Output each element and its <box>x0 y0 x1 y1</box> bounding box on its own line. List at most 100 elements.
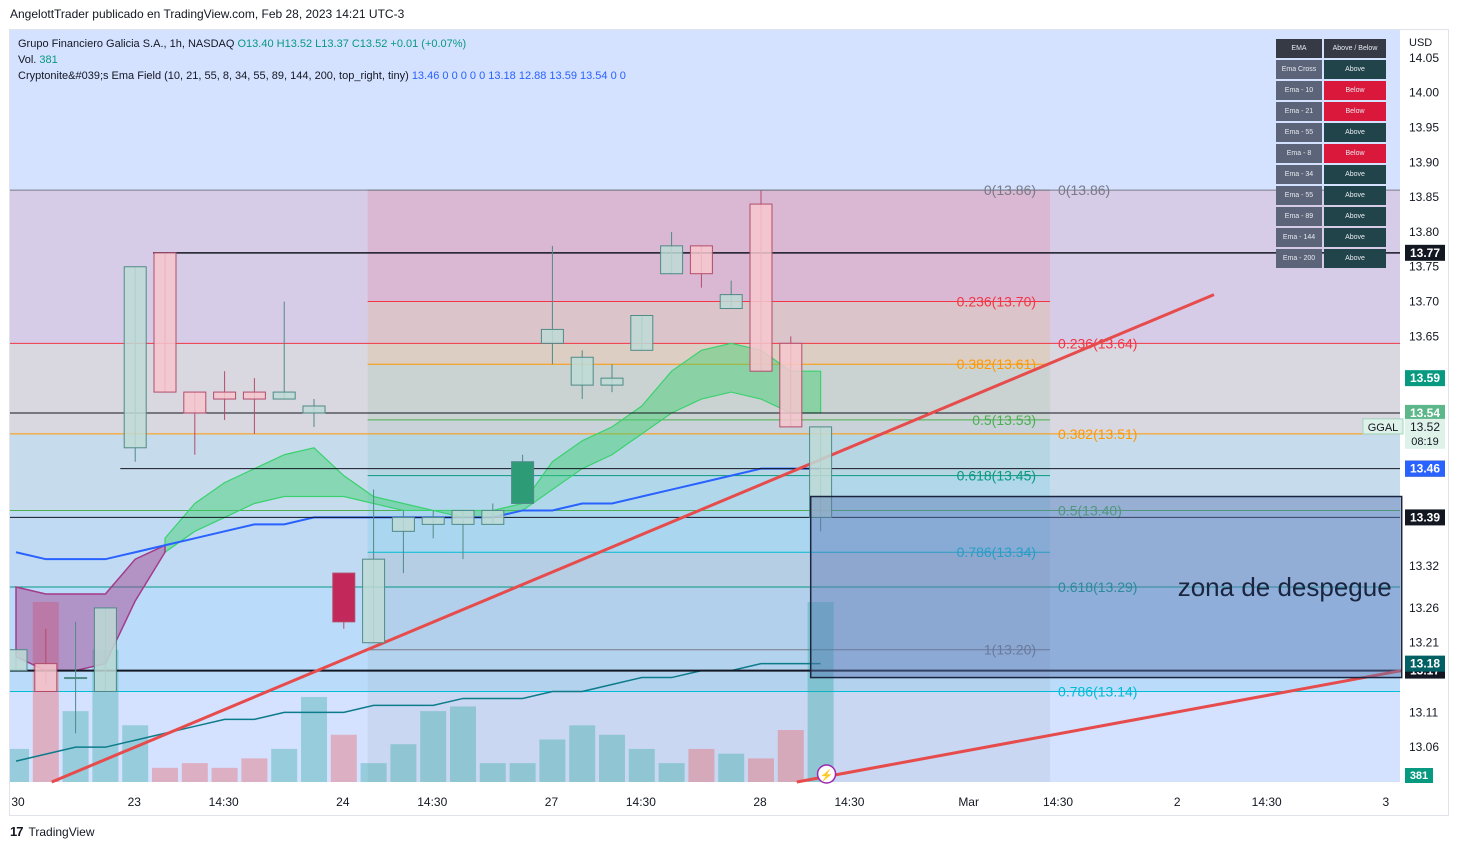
ema-table-row: Ema - 8 Below <box>1276 144 1386 163</box>
last-price-label: 13.52 <box>1410 420 1440 434</box>
y-tick-label: 13.90 <box>1409 155 1439 169</box>
volume-bar <box>777 730 804 782</box>
x-tick-label: Mar <box>958 795 979 809</box>
ema-row-name: Ema - 55 <box>1276 186 1322 205</box>
ema-table-row: Ema - 55 Above <box>1276 123 1386 142</box>
price-badge <box>1405 655 1445 672</box>
volume-bar <box>152 767 178 782</box>
chart-panel[interactable]: 0(13.86)0.236(13.64)0.382(13.51)0.5(13.4… <box>9 29 1449 816</box>
volume-bar <box>539 739 566 782</box>
ema-table-row: Ema - 10 Below <box>1276 81 1386 100</box>
volume-badge-label: 381 <box>1410 770 1428 782</box>
price-badge-label: 13.46 <box>1410 462 1440 476</box>
fib2-level-label: 0.618(13.29) <box>1058 579 1137 595</box>
ema-row-name: Ema - 89 <box>1276 207 1322 226</box>
x-tick-label: 14:30 <box>1252 795 1282 809</box>
legend-indicator-values: 13.46 0 0 0 0 0 13.18 12.88 13.59 13.54 … <box>411 70 626 82</box>
y-tick-label: 13.95 <box>1409 120 1439 134</box>
candle-body <box>600 377 624 386</box>
x-tick-label: 24 <box>336 795 350 809</box>
ticker-tag-label: GGAL <box>1368 422 1399 434</box>
ema-row-status: Below <box>1324 81 1386 100</box>
ema-row-name: Ema Cross <box>1276 60 1322 79</box>
legend-indicator: Cryptonite&#039;s Ema Field (10, 21, 55,… <box>18 70 409 82</box>
legend-symbol: Grupo Financiero Galicia S.A., 1h, NASDA… <box>18 38 235 50</box>
candle-body <box>93 607 117 692</box>
x-tick-label: 3 <box>1383 795 1390 809</box>
y-tick-label: 13.75 <box>1409 260 1439 274</box>
price-badge-label: 13.59 <box>1410 371 1440 385</box>
candle-body <box>213 391 237 400</box>
price-chart[interactable]: 0(13.86)0.236(13.64)0.382(13.51)0.5(13.4… <box>10 30 1449 816</box>
fib2-zone <box>10 433 1400 511</box>
volume-bar <box>10 748 29 782</box>
chart-legend: Grupo Financiero Galicia S.A., 1h, NASDA… <box>18 36 626 84</box>
fib1-zone <box>367 419 1051 476</box>
volume-bar <box>330 734 357 782</box>
ema-row-status: Above <box>1324 249 1386 268</box>
volume-bar <box>211 767 238 782</box>
fib1-level-label: 0.382(13.61) <box>957 356 1036 372</box>
fib2-zone <box>10 343 1400 434</box>
volume-bar <box>390 744 417 782</box>
last-price-countdown: 08:19 <box>1411 436 1439 448</box>
y-tick-label: 13.65 <box>1409 329 1439 343</box>
ema-row-status: Above <box>1324 186 1386 205</box>
volume-bar <box>748 758 774 782</box>
volume-bar <box>807 602 834 782</box>
volume-bar <box>360 763 387 782</box>
candle-body <box>689 245 713 275</box>
y-tick-label: 13.06 <box>1409 740 1439 754</box>
legend-symbol-row: Grupo Financiero Galicia S.A., 1h, NASDA… <box>18 36 626 52</box>
fib1-level-label: 0.5(13.53) <box>972 412 1036 428</box>
fib2-level-label: 0.786(13.14) <box>1058 683 1137 699</box>
y-tick-label: 13.85 <box>1409 190 1439 204</box>
x-tick-label: 14:30 <box>626 795 656 809</box>
time-axis-background <box>10 782 1400 815</box>
fib1-lower-shade <box>367 649 1051 782</box>
y-tick-label: 13.21 <box>1409 636 1439 650</box>
y-tick-label: 13.32 <box>1409 559 1439 573</box>
ema-table-row: Ema - 144 Above <box>1276 228 1386 247</box>
x-tick-label: 14:30 <box>1043 795 1073 809</box>
price-badge-label: 13.54 <box>1410 406 1440 420</box>
plot-background <box>10 30 1400 782</box>
ema-table-header-status: Above / Below <box>1324 39 1386 58</box>
ema-row-status: Below <box>1324 102 1386 121</box>
zone-box[interactable] <box>809 495 1403 679</box>
ema-table-header-ema: EMA <box>1276 39 1322 58</box>
candle-body <box>153 252 177 393</box>
ema-teal-line <box>15 662 821 762</box>
tradingview-logo-icon: 17 <box>10 824 24 839</box>
legend-volume-row: Vol. 381 <box>18 52 626 68</box>
ema-table-row: Ema Cross Above <box>1276 60 1386 79</box>
volume-bar <box>301 696 327 782</box>
ema-row-status: Above <box>1324 228 1386 247</box>
fib2-level-label: 0.382(13.51) <box>1058 426 1137 442</box>
y-tick-label: 13.70 <box>1409 295 1439 309</box>
volume-bar <box>450 706 476 782</box>
ema-row-name: Ema - 34 <box>1276 165 1322 184</box>
ema-row-name: Ema - 55 <box>1276 123 1322 142</box>
volume-bar <box>688 748 715 782</box>
candle-body <box>719 294 743 310</box>
ema-table-row: Ema - 34 Above <box>1276 165 1386 184</box>
fib1-level-label: 0.236(13.70) <box>957 294 1036 310</box>
footer: 17 TradingView <box>10 824 95 839</box>
volume-bar <box>181 763 208 782</box>
ema-row-status: Below <box>1324 144 1386 163</box>
volume-bar <box>241 758 268 782</box>
ema-table-row: Ema - 89 Above <box>1276 207 1386 226</box>
x-tick-label: 14:30 <box>417 795 447 809</box>
trendline[interactable] <box>796 669 1402 784</box>
candle-body <box>332 572 356 623</box>
fib2-level-label: 0(13.86) <box>1058 182 1110 198</box>
ema-table-row: Ema - 55 Above <box>1276 186 1386 205</box>
y-tick-label: 13.11 <box>1409 705 1438 719</box>
trendline[interactable] <box>51 293 1215 784</box>
candle-body <box>242 391 266 400</box>
lightning-icon[interactable] <box>816 764 837 784</box>
candle-body <box>481 509 505 525</box>
candle-body <box>451 509 475 525</box>
price-badge <box>1405 509 1445 526</box>
